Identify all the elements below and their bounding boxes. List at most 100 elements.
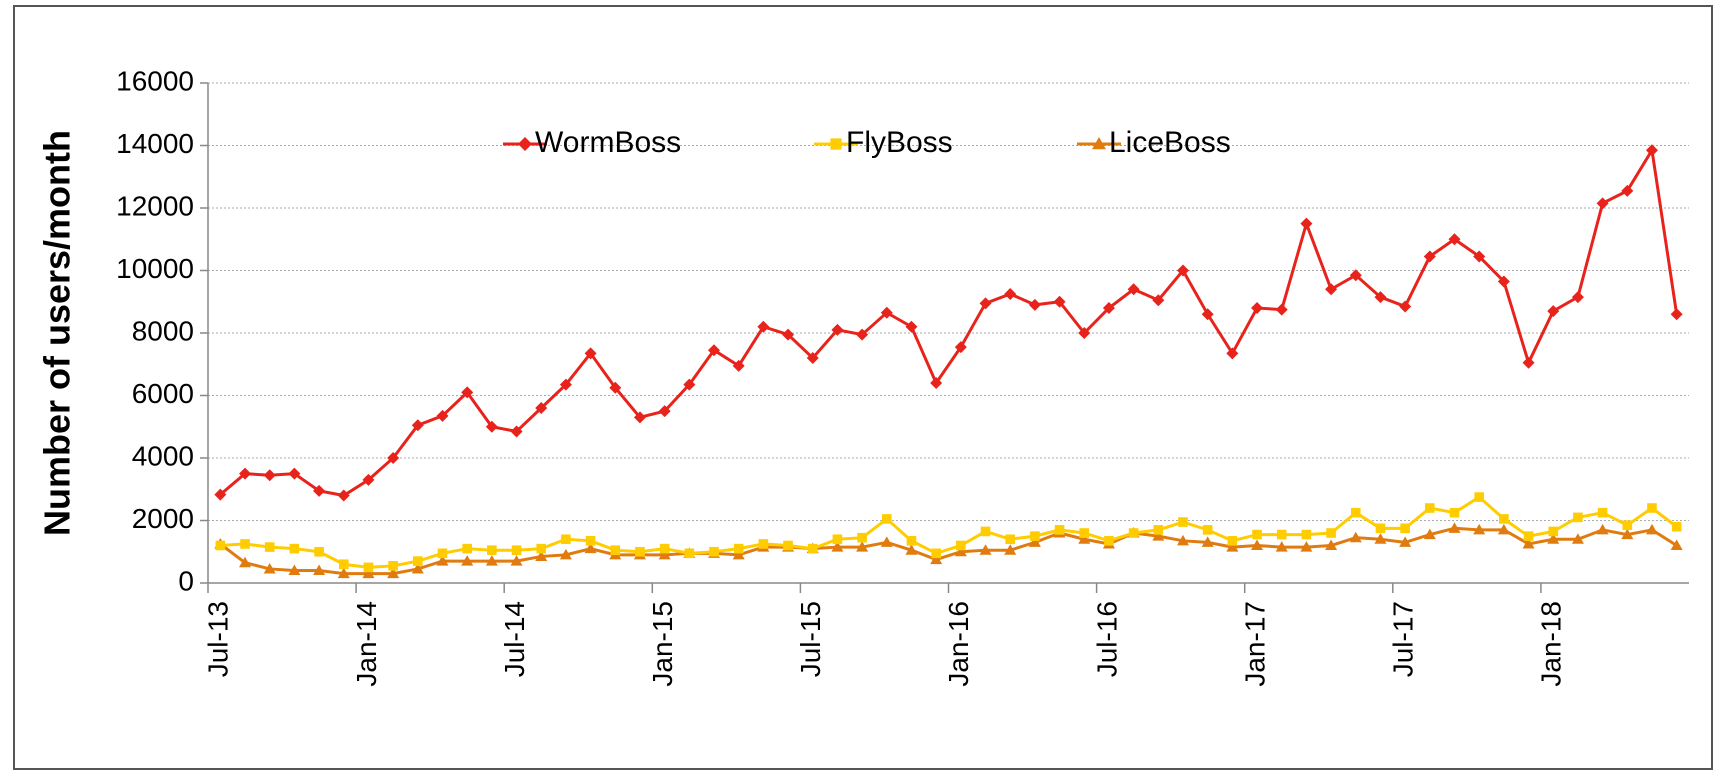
data-point [240,539,250,549]
data-point [1425,503,1435,513]
data-point [1399,300,1412,313]
data-point [1202,525,1213,535]
data-point [856,541,869,552]
data-point [1499,514,1509,524]
data-point [881,514,892,524]
x-tick-label: Jan-18 [1536,601,1567,687]
data-point [1028,298,1041,311]
data-point [1152,530,1165,541]
data-point [857,532,867,543]
data-point [1449,507,1460,518]
data-point [1028,536,1041,547]
data-point [880,306,893,319]
data-point [411,562,424,574]
x-tick-label: Jul-13 [203,601,234,677]
data-point [313,564,326,575]
data-point [1275,541,1288,552]
data-point [1350,507,1361,518]
y-tick-label: 12000 [116,190,194,221]
data-point [1178,517,1188,527]
data-point [1127,283,1140,296]
data-point [1226,347,1239,360]
data-point [1597,507,1608,518]
data-point [1201,308,1214,321]
data-point [437,548,448,559]
data-point [1647,503,1657,513]
data-point [510,555,523,566]
data-point [1276,529,1287,540]
data-point [536,543,547,554]
data-point [1079,528,1090,538]
data-point [264,542,275,552]
data-point [683,378,696,391]
data-point [906,536,917,546]
data-point [362,567,375,579]
data-point [1349,269,1362,282]
data-point [1102,302,1115,314]
y-tick-label: 8000 [132,315,194,346]
data-point [215,540,226,551]
data-point [461,555,474,566]
data-point [1104,536,1114,546]
data-point [436,409,449,422]
data-point [831,541,844,552]
data-point [363,562,374,573]
data-point [1078,533,1091,544]
x-tick-label: Jul-17 [1388,601,1419,677]
data-point [1645,144,1658,157]
data-point [535,550,548,561]
series-line [219,526,1678,576]
data-point [783,540,793,551]
data-point [979,297,992,310]
data-point [388,561,398,571]
data-point [1128,528,1139,538]
data-point [1078,327,1091,339]
data-point [1252,529,1262,540]
data-point [1571,291,1584,304]
data-point [411,419,424,432]
data-point [1671,521,1682,532]
data-point [732,359,745,372]
data-point [658,405,671,418]
data-point [609,381,622,394]
data-point [905,544,918,555]
data-point [1621,184,1634,197]
data-point [1153,525,1164,535]
y-tick-label: 0 [178,565,194,596]
data-point [288,467,301,480]
data-point [1301,529,1312,540]
data-point [288,564,301,575]
data-point [880,536,893,547]
x-tick-label: Jul-16 [1091,601,1122,677]
chart-border [13,5,1713,770]
data-point [314,546,324,557]
data-point [980,526,991,537]
data-point [635,546,645,557]
data-point [1547,533,1560,544]
data-point [610,545,621,555]
data-point [757,320,770,333]
data-point [436,555,449,566]
data-point [1325,283,1338,296]
y-tick-label: 2000 [132,503,194,534]
data-point [856,328,869,341]
data-point [585,536,596,546]
data-point [1004,544,1017,555]
data-point [659,543,670,554]
legend-label: LiceBoss [1109,126,1231,159]
data-point [1399,536,1412,547]
data-point [806,352,819,364]
data-point [413,556,423,566]
data-point [1523,531,1534,541]
data-point [387,567,400,579]
data-point [1176,534,1189,546]
series-line [219,145,1679,498]
data-point [1375,523,1386,534]
data-point [954,545,967,557]
data-point [1448,522,1461,533]
y-axis-label: Number of users/month [37,130,78,536]
data-point [1227,536,1238,546]
data-point [1300,541,1313,552]
data-point [930,553,943,565]
